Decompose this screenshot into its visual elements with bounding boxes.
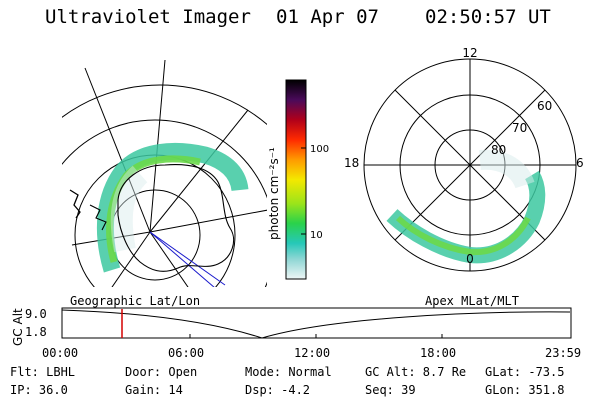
aurora-oval-core — [395, 215, 531, 256]
filter-readout: Flt: LBHL — [10, 365, 76, 379]
x-tick-label: 12:00 — [294, 346, 331, 360]
dsp-readout: Dsp: -4.2 — [245, 383, 311, 397]
mlt-label-dawn: 6 — [576, 156, 584, 170]
coastline — [117, 164, 235, 272]
seq-readout: Seq: 39 — [365, 383, 416, 397]
aurora-oval-glow — [479, 149, 535, 189]
altitude-curve — [61, 309, 571, 339]
y-tick-label: 9.0 — [25, 307, 47, 321]
mlt-line — [394, 89, 546, 241]
ip-readout: IP: 36.0 — [10, 383, 68, 397]
color-bar-label: photon cm⁻²s⁻¹ — [267, 147, 281, 240]
apex-projection-label: Apex MLat/MLT — [425, 294, 519, 308]
x-tick-label: 23:59 — [545, 346, 582, 360]
image-date: 01 Apr 07 — [276, 6, 379, 28]
mlt-label-dusk: 18 — [344, 156, 359, 170]
x-tick-label: 18:00 — [420, 346, 457, 360]
color-bar-gradient — [285, 79, 307, 280]
aurora-band — [96, 142, 249, 273]
sun-line — [149, 231, 215, 287]
mlat-label: 60 — [537, 99, 552, 113]
y-tick-label: 1.8 — [25, 325, 47, 339]
glat-readout: GLat: -73.5 — [485, 365, 565, 379]
mlat-label: 80 — [491, 143, 506, 157]
aurora-glow — [110, 165, 148, 253]
color-bar: 100 10 photon cm⁻²s⁻¹ — [267, 79, 329, 280]
meridian — [149, 209, 267, 233]
geographic-map — [62, 59, 267, 287]
geo-projection-label: Geographic Lat/Lon — [70, 294, 201, 308]
app-title: Ultraviolet Imager — [45, 6, 251, 28]
door-readout: Door: Open — [125, 365, 198, 379]
mode-readout: Mode: Normal — [245, 365, 332, 379]
color-bar-tick-label: 10 — [310, 230, 323, 241]
meridian — [149, 231, 189, 287]
glon-readout: GLon: 351.8 — [485, 383, 565, 397]
timeline-axis-title: GC Alt — [11, 308, 25, 346]
lat-circle — [62, 119, 267, 287]
coastline — [89, 204, 107, 231]
gain-readout: Gain: 14 — [125, 383, 183, 397]
aurora-core — [106, 155, 201, 263]
coastline — [69, 189, 81, 219]
meridian — [84, 67, 151, 233]
meridian — [111, 231, 151, 287]
lat-circle — [62, 84, 267, 126]
x-tick-label: 00:00 — [42, 346, 79, 360]
mlt-label-midnight: 0 — [466, 252, 474, 266]
color-bar-tick-label: 100 — [310, 144, 329, 155]
altitude-timeline: GC Alt — [11, 307, 572, 346]
gc-alt-readout: GC Alt: 8.7 Re — [365, 365, 467, 379]
x-tick-label: 06:00 — [168, 346, 205, 360]
mlat-label: 70 — [512, 121, 527, 135]
polar-plot: 12 18 6 0 60 70 80 — [344, 46, 584, 272]
meridian — [149, 109, 249, 233]
mlt-label-noon: 12 — [462, 46, 477, 60]
sun-line — [149, 231, 226, 286]
image-time: 02:50:57 UT — [425, 6, 551, 28]
